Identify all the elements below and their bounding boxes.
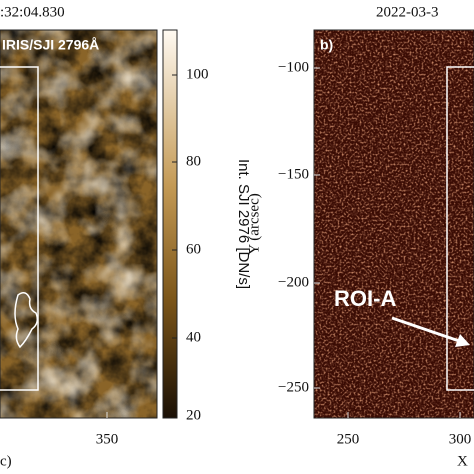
y-tick-label: −250 — [278, 379, 309, 395]
bottom-panel-label: c) — [0, 453, 12, 469]
right-ticks: −100 −150 −200 −250 250 300 350 — [96, 59, 472, 447]
roi-annotation: ROI-A — [334, 286, 396, 311]
colorbar-tick-label: 80 — [186, 153, 201, 169]
colorbar-tick-label: 100 — [186, 66, 209, 82]
colorbar-tick-label: 20 — [186, 407, 201, 423]
y-tick-label: −100 — [278, 59, 309, 75]
y-tick-label: −200 — [278, 274, 309, 290]
colorbar-tick-label: 40 — [186, 329, 201, 345]
right-title: 2022-03-3 — [376, 4, 439, 20]
left-image — [0, 29, 158, 419]
x-tick-label: 300 — [449, 431, 472, 447]
colorbar-tick-label: 60 — [186, 241, 201, 257]
y-tick-label: −150 — [278, 166, 309, 182]
x-tick-label: 250 — [337, 431, 360, 447]
y-axis-label: Y (arcsec) — [246, 193, 262, 254]
left-title: :32:04.830 — [0, 4, 65, 20]
colorbar-label: Int. SJI 2976 [DN/s] — [235, 159, 252, 289]
x-axis-label: X — [457, 453, 468, 469]
colorbar-ticks: 100 80 60 40 20 — [172, 66, 209, 423]
panel-label: b) — [320, 37, 333, 53]
instrument-label: IRIS/SJI 2796Å — [2, 37, 99, 53]
x-tick-label: 350 — [96, 431, 119, 447]
right-image — [313, 29, 474, 419]
colorbar — [162, 29, 178, 419]
